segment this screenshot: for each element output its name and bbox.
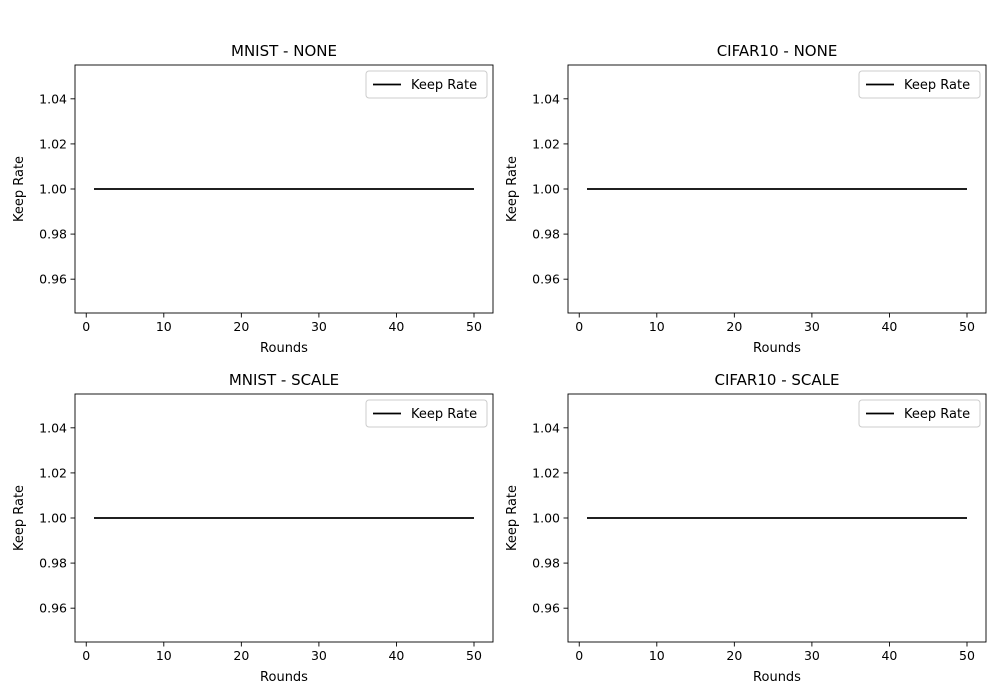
x-tick-label: 40 (881, 648, 897, 663)
y-axis-label: Keep Rate (505, 485, 520, 551)
x-tick-label: 20 (233, 319, 249, 334)
y-tick-label: 1.00 (39, 182, 67, 197)
y-tick-label: 1.04 (532, 91, 560, 106)
x-axis-label: Rounds (260, 341, 308, 356)
y-tick-label: 1.02 (39, 465, 67, 480)
chart-panel: MNIST - NONE 0 10 20 30 40 50 0.96 0.98 1.00 1.02 1… (12, 42, 494, 356)
y-tick-label: 1.02 (39, 136, 67, 151)
x-tick-label: 0 (82, 319, 90, 334)
x-axis-label: Rounds (753, 341, 801, 356)
x-tick-label: 10 (649, 648, 665, 663)
chart-title: CIFAR10 - NONE (717, 42, 838, 60)
x-tick-label: 50 (959, 319, 975, 334)
y-tick-label: 1.04 (39, 91, 67, 106)
x-tick-label: 50 (959, 648, 975, 663)
y-axis-label: Keep Rate (12, 156, 27, 222)
chart-panel: CIFAR10 - SCALE 0 10 20 30 40 50 0.96 0.98 1.00 1.… (505, 371, 987, 685)
x-tick-label: 40 (881, 319, 897, 334)
y-tick-label: 1.04 (39, 420, 67, 435)
x-tick-label: 20 (233, 648, 249, 663)
y-tick-label: 1.02 (532, 465, 560, 480)
x-tick-label: 30 (311, 648, 327, 663)
legend-label: Keep Rate (411, 407, 477, 422)
y-tick-label: 0.98 (532, 556, 560, 571)
y-tick-label: 1.00 (532, 511, 560, 526)
x-tick-label: 40 (388, 319, 404, 334)
x-tick-label: 30 (804, 648, 820, 663)
y-tick-label: 0.96 (532, 601, 560, 616)
y-axis-label: Keep Rate (505, 156, 520, 222)
y-tick-label: 1.02 (532, 136, 560, 151)
chart-title: MNIST - SCALE (229, 371, 339, 389)
x-tick-label: 10 (156, 319, 172, 334)
y-tick-label: 0.98 (39, 556, 67, 571)
y-tick-label: 1.00 (532, 182, 560, 197)
chart-panel: MNIST - SCALE 0 10 20 30 40 50 0.96 0.98 1.00 1.02… (12, 371, 494, 685)
chart-panel: CIFAR10 - NONE 0 10 20 30 40 50 0.96 0.98 1.00 1.0… (505, 42, 987, 356)
x-tick-label: 30 (311, 319, 327, 334)
legend-box (365, 399, 488, 428)
x-axis-label: Rounds (260, 670, 308, 685)
x-tick-label: 40 (388, 648, 404, 663)
legend-box (365, 70, 488, 99)
x-tick-label: 0 (82, 648, 90, 663)
y-tick-label: 1.00 (39, 511, 67, 526)
x-tick-label: 0 (575, 319, 583, 334)
x-tick-label: 50 (466, 648, 482, 663)
x-tick-label: 20 (726, 319, 742, 334)
y-tick-label: 0.96 (39, 272, 67, 287)
y-axis-label: Keep Rate (12, 485, 27, 551)
x-tick-label: 30 (804, 319, 820, 334)
legend-label: Keep Rate (904, 407, 970, 422)
legend-label: Keep Rate (411, 78, 477, 93)
legend-box (858, 70, 981, 99)
y-tick-label: 0.98 (532, 227, 560, 242)
legend-box (858, 399, 981, 428)
y-tick-label: 0.96 (532, 272, 560, 287)
x-axis-label: Rounds (753, 670, 801, 685)
x-tick-label: 50 (466, 319, 482, 334)
x-tick-label: 10 (156, 648, 172, 663)
y-tick-label: 1.04 (532, 420, 560, 435)
y-tick-label: 0.96 (39, 601, 67, 616)
chart-title: MNIST - NONE (231, 42, 337, 60)
legend-label: Keep Rate (904, 78, 970, 93)
x-tick-label: 0 (575, 648, 583, 663)
chart-title: CIFAR10 - SCALE (715, 371, 840, 389)
y-tick-label: 0.98 (39, 227, 67, 242)
x-tick-label: 10 (649, 319, 665, 334)
x-tick-label: 20 (726, 648, 742, 663)
